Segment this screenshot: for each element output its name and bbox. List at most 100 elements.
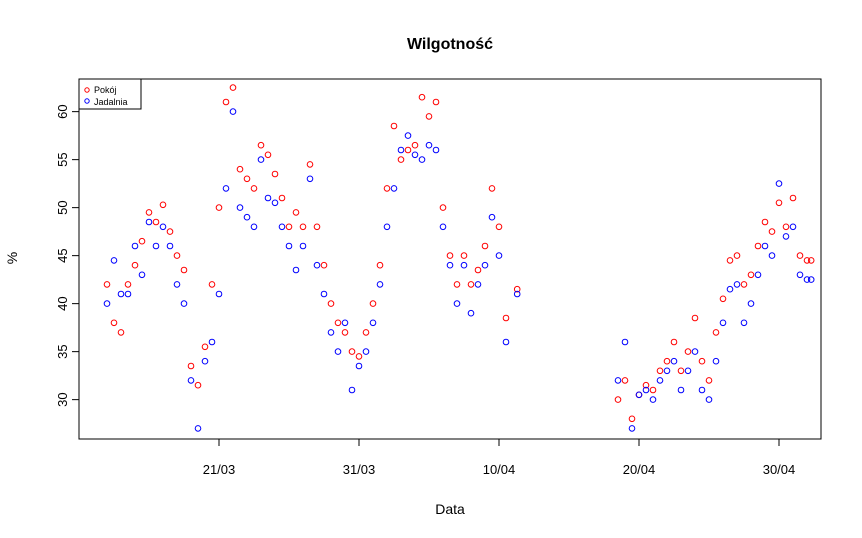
point-pok-j-70 <box>691 314 699 322</box>
point-pok-j-66 <box>663 357 671 365</box>
y-axis: 30 35 40 45 50 55 60 <box>55 104 80 407</box>
point-jadalnia-68 <box>677 386 685 394</box>
point-jadalnia-7 <box>152 242 160 250</box>
y-tick-label-50: 50 <box>55 200 70 214</box>
point-jadalnia-52 <box>467 309 475 317</box>
y-tick-label-45: 45 <box>55 248 70 262</box>
point-jadalnia-31 <box>320 290 328 298</box>
point-jadalnia-40 <box>383 223 391 231</box>
point-pok-j-8 <box>159 201 167 209</box>
y-axis-label: % <box>4 252 20 264</box>
point-jadalnia-33 <box>334 348 342 355</box>
point-jadalnia-65 <box>656 377 664 384</box>
point-jadalnia-34 <box>341 319 349 327</box>
point-pok-j-55 <box>488 185 496 192</box>
y-tick-label-40: 40 <box>55 296 70 310</box>
x-axis: 21/03 31/03 10/04 20/04 30/04 <box>203 438 796 477</box>
point-jadalnia-25 <box>278 223 286 231</box>
point-pok-j-26 <box>285 223 293 231</box>
point-jadalnia-49 <box>446 261 454 269</box>
point-jadalnia-59 <box>614 377 622 384</box>
x-tick-label-4: 30/04 <box>763 462 796 477</box>
point-pok-j-85 <box>796 252 804 259</box>
point-jadalnia-2 <box>117 290 125 298</box>
point-pok-j-77 <box>740 281 748 288</box>
point-pok-j-34 <box>341 329 349 336</box>
point-pok-j-74 <box>719 295 727 303</box>
point-jadalnia-69 <box>684 367 692 375</box>
point-pok-j-54 <box>481 242 489 250</box>
point-jadalnia-4 <box>131 242 139 250</box>
point-jadalnia-1 <box>110 257 118 264</box>
point-pok-j-47 <box>432 98 440 106</box>
point-pok-j-50 <box>453 281 461 288</box>
point-jadalnia-86 <box>803 276 811 283</box>
point-pok-j-84 <box>789 194 797 202</box>
point-pok-j-76 <box>733 252 741 259</box>
point-jadalnia-43 <box>404 132 412 139</box>
point-pok-j-58 <box>513 285 521 293</box>
point-pok-j-81 <box>768 228 776 235</box>
point-pok-j-87 <box>807 257 815 264</box>
point-jadalnia-30 <box>313 261 321 269</box>
point-pok-j-6 <box>145 209 153 216</box>
series-jadalnia-points <box>103 108 815 432</box>
point-pok-j-60 <box>621 377 629 384</box>
point-jadalnia-63 <box>642 386 650 394</box>
point-jadalnia-38 <box>369 319 377 327</box>
y-tick-label-55: 55 <box>55 152 70 166</box>
point-jadalnia-18 <box>229 108 237 115</box>
point-jadalnia-50 <box>453 300 461 307</box>
point-jadalnia-71 <box>698 386 706 394</box>
point-jadalnia-55 <box>488 213 496 221</box>
series-pokoj-points <box>103 84 815 423</box>
point-jadalnia-32 <box>327 329 335 336</box>
point-jadalnia-24 <box>271 199 279 207</box>
point-jadalnia-5 <box>138 271 146 279</box>
point-pok-j-79 <box>754 242 762 250</box>
point-pok-j-21 <box>250 185 258 192</box>
point-pok-j-64 <box>649 386 657 394</box>
point-jadalnia-80 <box>761 242 769 250</box>
point-pok-j-15 <box>208 281 216 288</box>
point-pok-j-23 <box>264 151 272 159</box>
point-jadalnia-13 <box>194 425 202 432</box>
point-pok-j-18 <box>229 84 237 91</box>
point-pok-j-59 <box>614 396 622 403</box>
point-pok-j-52 <box>467 281 475 288</box>
point-jadalnia-46 <box>425 141 433 149</box>
point-pok-j-12 <box>187 362 195 370</box>
point-jadalnia-51 <box>460 261 468 269</box>
point-jadalnia-3 <box>124 290 132 298</box>
point-jadalnia-57 <box>502 338 510 346</box>
point-pok-j-44 <box>411 141 419 149</box>
point-jadalnia-75 <box>726 285 734 293</box>
legend-label-jadalnia: Jadalnia <box>94 97 128 107</box>
legend-label-pokoj: Pokój <box>94 85 117 95</box>
point-jadalnia-26 <box>285 242 293 250</box>
point-jadalnia-54 <box>481 261 489 269</box>
y-tick-label-60: 60 <box>55 104 70 118</box>
chart-title: Wilgotność <box>407 36 493 53</box>
point-pok-j-57 <box>502 314 510 322</box>
point-jadalnia-19 <box>236 204 244 211</box>
point-pok-j-80 <box>761 218 769 226</box>
point-pok-j-7 <box>152 218 160 226</box>
x-axis-label: Data <box>435 501 465 517</box>
point-jadalnia-72 <box>705 396 713 403</box>
point-jadalnia-20 <box>243 213 251 221</box>
point-jadalnia-81 <box>768 252 776 259</box>
y-tick-label-30: 30 <box>55 392 70 406</box>
point-pok-j-30 <box>313 223 321 231</box>
point-pok-j-13 <box>194 381 202 389</box>
point-jadalnia-6 <box>145 218 153 226</box>
point-pok-j-9 <box>166 228 174 235</box>
point-jadalnia-14 <box>201 357 209 365</box>
point-jadalnia-15 <box>208 338 216 346</box>
point-jadalnia-77 <box>740 319 748 327</box>
point-jadalnia-17 <box>222 185 230 192</box>
y-tick-label-35: 35 <box>55 344 70 358</box>
point-jadalnia-82 <box>775 180 783 187</box>
point-pok-j-71 <box>698 357 706 365</box>
